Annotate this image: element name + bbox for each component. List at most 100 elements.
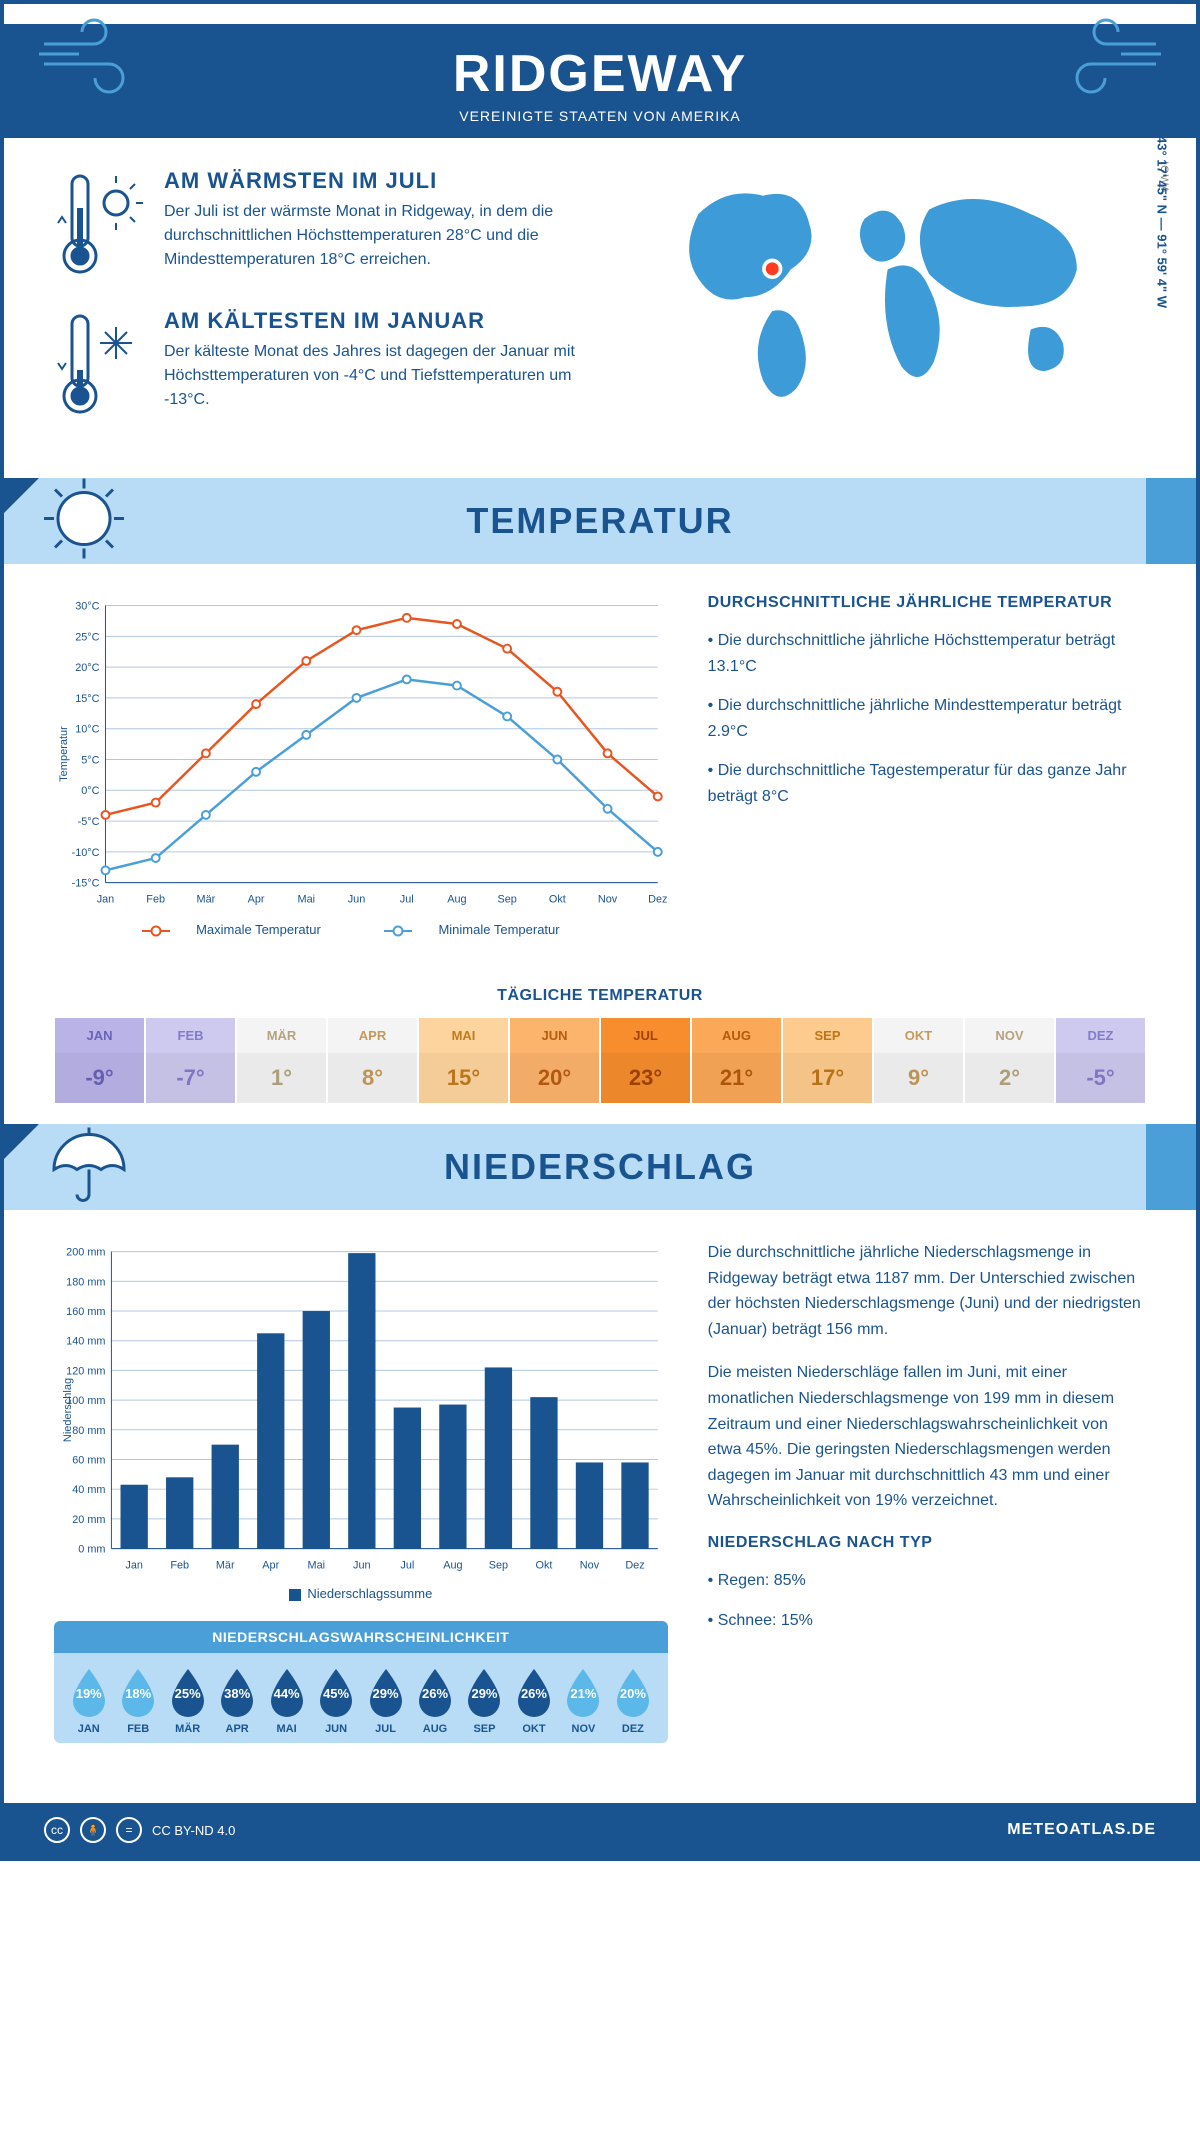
brand-name: METEOATLAS.DE <box>1007 1821 1156 1839</box>
daily-temp-heading: TÄGLICHE TEMPERATUR <box>4 987 1196 1005</box>
svg-text:120 mm: 120 mm <box>66 1365 105 1377</box>
svg-text:80 mm: 80 mm <box>72 1425 105 1437</box>
svg-text:Okt: Okt <box>535 1559 552 1571</box>
warmest-heading: AM WÄRMSTEN IM JULI <box>164 168 580 194</box>
svg-text:Apr: Apr <box>248 893 265 905</box>
svg-text:Dez: Dez <box>648 893 667 905</box>
probability-drop: 29%SEP <box>463 1667 505 1735</box>
precipitation-legend: Niederschlagssumme <box>54 1586 668 1601</box>
svg-text:Mär: Mär <box>216 1559 235 1571</box>
svg-text:60 mm: 60 mm <box>72 1454 105 1466</box>
svg-text:-5°C: -5°C <box>78 816 100 828</box>
info-bullet: • Die durchschnittliche Tagestemperatur … <box>708 758 1146 809</box>
svg-text:-10°C: -10°C <box>72 847 100 859</box>
svg-text:40 mm: 40 mm <box>72 1484 105 1496</box>
svg-text:20°C: 20°C <box>75 662 99 674</box>
month-box: MÄR1° <box>236 1017 327 1104</box>
warmest-block: AM WÄRMSTEN IM JULI Der Juli ist der wär… <box>54 168 580 283</box>
svg-text:Nov: Nov <box>598 893 618 905</box>
probability-drop: 19%JAN <box>68 1667 110 1735</box>
temperature-title: TEMPERATUR <box>4 500 1196 542</box>
svg-text:Okt: Okt <box>549 893 566 905</box>
svg-text:-15°C: -15°C <box>72 878 100 890</box>
probability-drop: 18%FEB <box>117 1667 159 1735</box>
legend-min: Minimale Temperatur <box>438 922 559 937</box>
probability-drop: 21%NOV <box>562 1667 604 1735</box>
svg-text:Jul: Jul <box>400 893 414 905</box>
month-box: JUL23° <box>600 1017 691 1104</box>
license-text: CC BY-ND 4.0 <box>152 1823 235 1838</box>
month-box: APR8° <box>327 1017 418 1104</box>
cc-icon: cc <box>44 1817 70 1843</box>
precip-type-heading: NIEDERSCHLAG NACH TYP <box>708 1534 1146 1552</box>
svg-text:Mai: Mai <box>298 893 316 905</box>
svg-text:15°C: 15°C <box>75 693 99 705</box>
y-axis-label: Temperatur <box>58 726 70 782</box>
svg-text:140 mm: 140 mm <box>66 1336 105 1348</box>
svg-text:Jun: Jun <box>353 1559 371 1571</box>
thermometer-snow-icon <box>54 308 144 423</box>
probability-drop: 38%APR <box>216 1667 258 1735</box>
nd-icon: = <box>116 1817 142 1843</box>
coldest-heading: AM KÄLTESTEN IM JANUAR <box>164 308 580 334</box>
svg-text:Jan: Jan <box>125 1559 143 1571</box>
type-bullet: • Schnee: 15% <box>708 1608 1146 1634</box>
svg-text:Jul: Jul <box>400 1559 414 1571</box>
month-box: JAN-9° <box>54 1017 145 1104</box>
probability-drop: 44%MAI <box>266 1667 308 1735</box>
svg-text:Mai: Mai <box>308 1559 326 1571</box>
month-box: OKT9° <box>873 1017 964 1104</box>
sun-icon <box>39 478 129 564</box>
wind-icon <box>1056 14 1166 99</box>
svg-text:180 mm: 180 mm <box>66 1276 105 1288</box>
month-box: JUN20° <box>509 1017 600 1104</box>
svg-text:Nov: Nov <box>580 1559 600 1571</box>
svg-text:Aug: Aug <box>447 893 466 905</box>
month-box: SEP17° <box>782 1017 873 1104</box>
header-band: RIDGEWAY VEREINIGTE STAATEN VON AMERIKA <box>4 24 1196 138</box>
thermometer-sun-icon <box>54 168 144 283</box>
umbrella-icon <box>39 1124 129 1210</box>
month-box: MAI15° <box>418 1017 509 1104</box>
precipitation-bar-chart: Niederschlag 0 mm20 mm40 mm60 mm80 mm100… <box>54 1240 668 1580</box>
temperature-legend: Maximale Temperatur Minimale Temperatur <box>54 922 668 937</box>
coordinates: 43° 17' 45" N — 91° 59' 4" W <box>1155 136 1170 308</box>
by-icon: 🧍 <box>80 1817 106 1843</box>
coldest-text: Der kälteste Monat des Jahres ist dagege… <box>164 340 580 412</box>
license-block: cc 🧍 = CC BY-ND 4.0 <box>44 1817 235 1843</box>
precipitation-title: NIEDERSCHLAG <box>4 1146 1196 1188</box>
svg-text:Dez: Dez <box>625 1559 644 1571</box>
svg-text:Sep: Sep <box>497 893 516 905</box>
info-paragraph: Die durchschnittliche jährliche Niedersc… <box>708 1240 1146 1342</box>
probability-drop: 26%OKT <box>513 1667 555 1735</box>
month-box: DEZ-5° <box>1055 1017 1146 1104</box>
svg-text:5°C: 5°C <box>81 754 99 766</box>
month-box: FEB-7° <box>145 1017 236 1104</box>
svg-text:0 mm: 0 mm <box>78 1544 105 1556</box>
svg-text:Jun: Jun <box>348 893 366 905</box>
temperature-line-chart: Temperatur -15°C-10°C-5°C0°C5°C10°C15°C2… <box>54 594 668 914</box>
probability-heading: NIEDERSCHLAGSWAHRSCHEINLICHKEIT <box>54 1621 668 1653</box>
daily-temperature-boxes: JAN-9°FEB-7°MÄR1°APR8°MAI15°JUN20°JUL23°… <box>54 1017 1146 1104</box>
info-bullet: • Die durchschnittliche jährliche Höchst… <box>708 628 1146 679</box>
coldest-block: AM KÄLTESTEN IM JANUAR Der kälteste Mona… <box>54 308 580 423</box>
svg-text:Mär: Mär <box>197 893 216 905</box>
footer: cc 🧍 = CC BY-ND 4.0 METEOATLAS.DE <box>4 1803 1196 1857</box>
svg-text:Aug: Aug <box>443 1559 462 1571</box>
precipitation-band: NIEDERSCHLAG <box>4 1124 1196 1210</box>
svg-text:20 mm: 20 mm <box>72 1514 105 1526</box>
warmest-text: Der Juli ist der wärmste Monat in Ridgew… <box>164 200 580 272</box>
svg-text:30°C: 30°C <box>75 600 99 612</box>
svg-text:160 mm: 160 mm <box>66 1306 105 1318</box>
svg-text:Sep: Sep <box>489 1559 508 1571</box>
svg-text:10°C: 10°C <box>75 724 99 736</box>
legend-max: Maximale Temperatur <box>196 922 321 937</box>
probability-drop: 26%AUG <box>414 1667 456 1735</box>
temp-info-heading: DURCHSCHNITTLICHE JÄHRLICHE TEMPERATUR <box>708 594 1146 612</box>
month-box: AUG21° <box>691 1017 782 1104</box>
svg-text:200 mm: 200 mm <box>66 1247 105 1259</box>
page-subtitle: VEREINIGTE STAATEN VON AMERIKA <box>4 108 1196 124</box>
probability-drop: 25%MÄR <box>167 1667 209 1735</box>
world-map <box>620 168 1146 408</box>
type-bullet: • Regen: 85% <box>708 1568 1146 1594</box>
